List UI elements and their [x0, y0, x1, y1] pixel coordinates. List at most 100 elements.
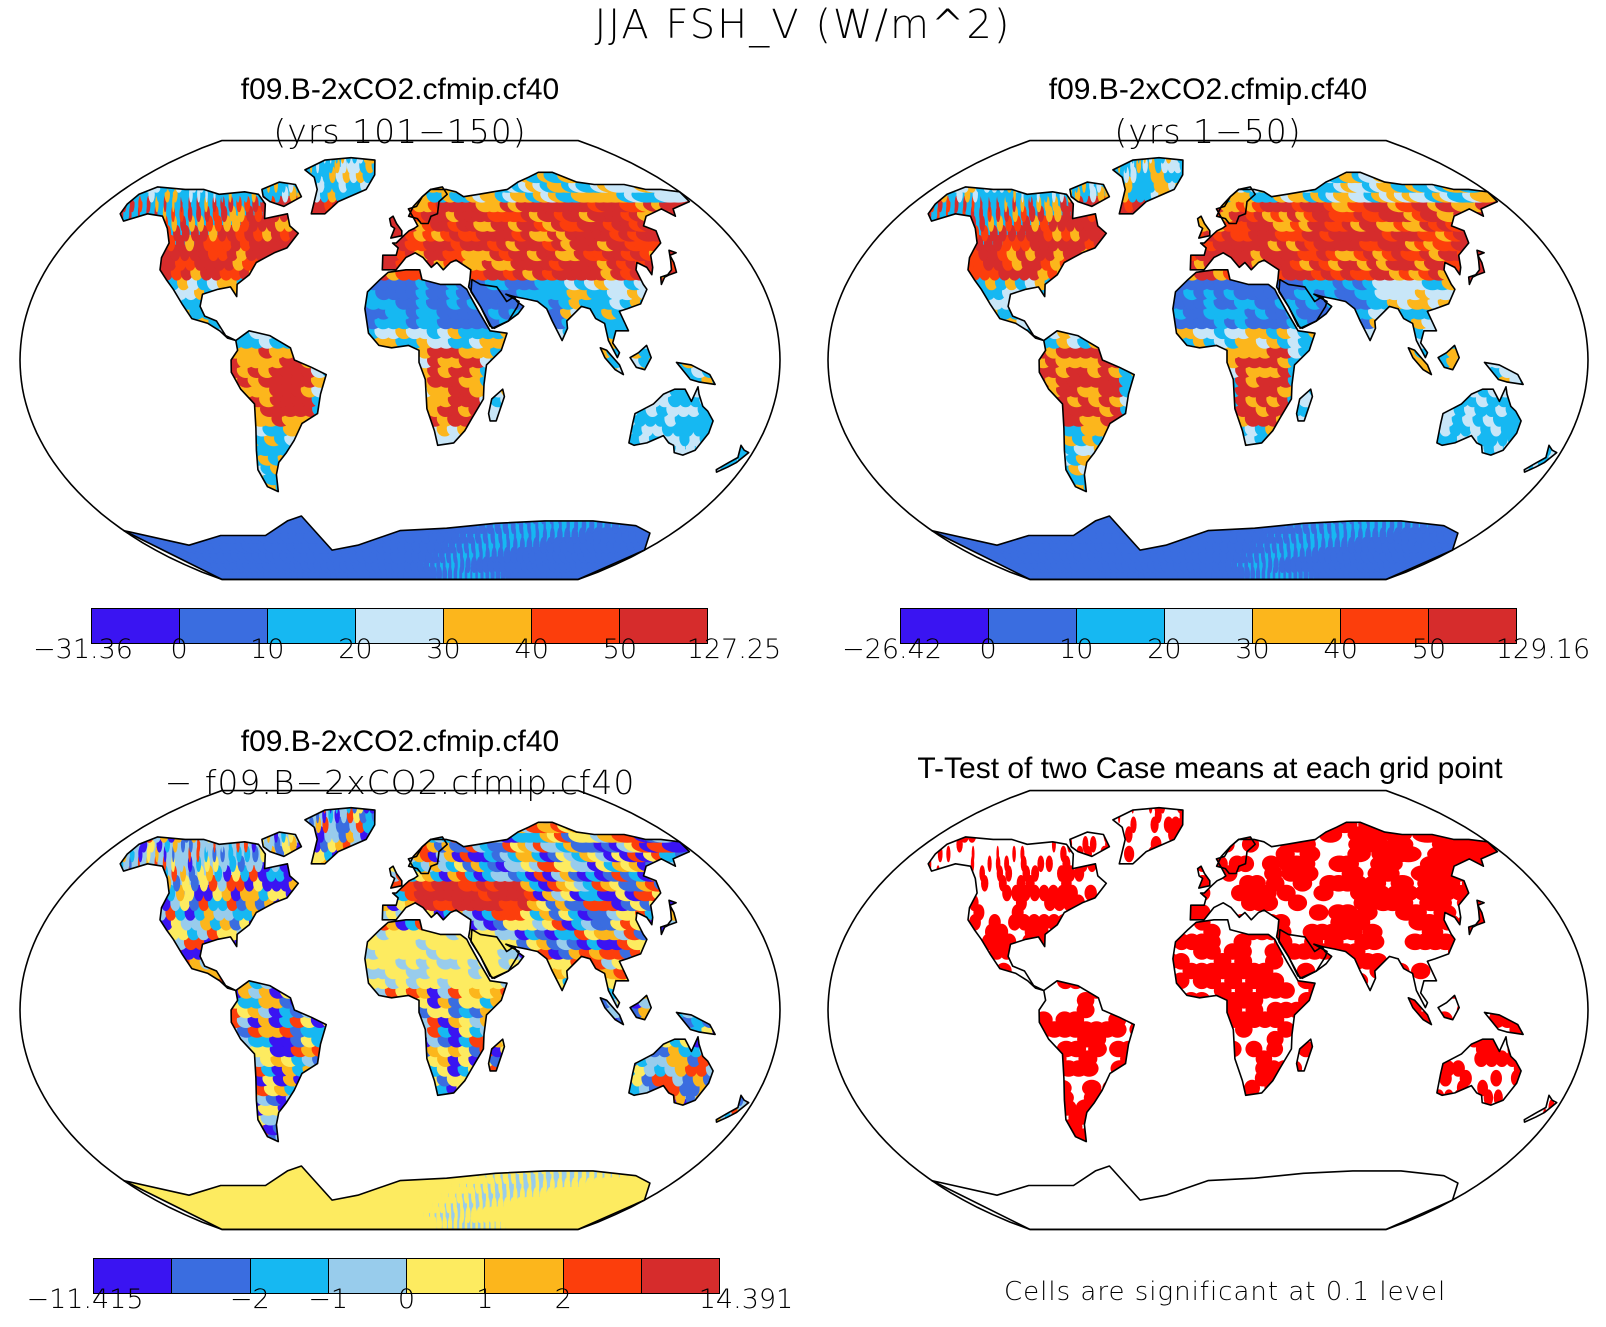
colorbar-swatch — [180, 609, 268, 643]
colorbar-tick-label: −31.36 — [33, 634, 133, 665]
coastline-arabia — [1278, 278, 1333, 330]
coastline-madagascar — [1295, 388, 1314, 422]
colorbar-tick-label: 40 — [514, 634, 549, 665]
colorbar-swatch — [485, 1259, 564, 1293]
colorbar-swatch — [641, 1259, 719, 1293]
panel-3-title: f09.B-2xCO2.cfmip.cf40 — [240, 725, 560, 758]
coastline-africa — [364, 269, 508, 447]
coastline-borneo — [629, 994, 652, 1021]
coastline-africa — [1172, 919, 1316, 1097]
colorbar-swatch — [250, 1259, 329, 1293]
colorbar-tick-label: 30 — [426, 634, 461, 665]
map-border — [19, 789, 781, 1231]
coastline-northAmerica — [927, 186, 1108, 342]
coastline-newzealand — [715, 1094, 750, 1123]
colorbar-swatch — [1253, 609, 1341, 643]
colorbar-tick-label: 2 — [554, 1284, 572, 1315]
coastline-australia — [628, 386, 714, 456]
colorbar-swatch — [563, 1259, 642, 1293]
coastline-baffin — [1069, 181, 1111, 208]
panel-4-title: T-Test of two Case means at each grid po… — [917, 752, 1503, 785]
coastline-arabia — [1278, 928, 1333, 980]
colorbar-tick-label: 20 — [338, 634, 373, 665]
figure-title: JJA FSH_V (W/m^2) — [594, 2, 1012, 48]
colorbar-tick-label: −2 — [229, 1284, 270, 1315]
map-border — [827, 789, 1589, 1231]
map-panel-4 — [827, 789, 1589, 1231]
colorbar-tick-label: −1 — [308, 1284, 349, 1315]
coastline-greenland — [304, 156, 376, 215]
coastline-northAmerica — [119, 836, 300, 992]
coastline-madagascar — [487, 388, 506, 422]
coastline-newzealand — [715, 444, 750, 473]
map-panel-3 — [19, 789, 781, 1231]
coastline-newguinea — [1483, 1011, 1524, 1036]
coastline-northAmerica — [119, 186, 300, 342]
coastline-borneo — [1437, 994, 1460, 1021]
colorbar-tick-label: 1 — [476, 1284, 494, 1315]
colorbar-swatch — [1165, 609, 1253, 643]
coastline-newzealand — [1523, 444, 1558, 473]
colorbar-tick-label: 0 — [979, 634, 997, 665]
colorbar-tick-label: 20 — [1147, 634, 1182, 665]
panel-1-title: f09.B-2xCO2.cfmip.cf40 — [240, 73, 560, 106]
colorbar-swatch — [444, 609, 532, 643]
colorbar-panel-1 — [91, 608, 708, 644]
coastline-arabia — [470, 278, 525, 330]
coastline-greenland — [304, 806, 376, 865]
coastline-southAmerica — [1038, 980, 1135, 1143]
colorbar-tick-label: −26.42 — [842, 634, 942, 665]
colorbar-swatch — [1077, 609, 1165, 643]
coastline-africa — [364, 919, 508, 1097]
coastline-newzealand — [1523, 1094, 1558, 1123]
coastline-greenland — [1112, 156, 1184, 215]
map-border — [827, 139, 1589, 581]
panel-3-subtitle: − f09.B−2xCO2.cfmip.cf40 — [164, 763, 636, 802]
colorbar-swatch — [407, 1259, 486, 1293]
colorbar-tick-label: 10 — [1059, 634, 1094, 665]
panel-1-subtitle: (yrs 101−150) — [273, 112, 527, 151]
colorbar-panel-3 — [93, 1258, 720, 1294]
coastline-baffin — [261, 831, 303, 858]
coastline-scandinavia — [1215, 836, 1256, 875]
coastline-japan — [1467, 899, 1486, 936]
coastline-japan — [1467, 249, 1486, 286]
colorbar-tick-label: 0 — [170, 634, 188, 665]
coastline-newguinea — [675, 361, 716, 386]
coastline-uk — [1196, 865, 1211, 889]
coastline-sumatra — [599, 347, 625, 376]
coastline-northAmerica — [927, 836, 1108, 992]
colorbar-swatch — [268, 609, 356, 643]
colorbar-tick-label: 10 — [250, 634, 285, 665]
significance-note: Cells are significant at 0.1 level — [1004, 1277, 1447, 1307]
coastline-greenland — [1112, 806, 1184, 865]
colorbar-tick-label: 50 — [1411, 634, 1447, 665]
map-border — [19, 139, 781, 581]
map-panel-1 — [19, 139, 781, 581]
coastline-australia — [1436, 386, 1522, 456]
colorbar-swatch — [532, 609, 620, 643]
coastline-newguinea — [1483, 361, 1524, 386]
colorbar-swatch — [1341, 609, 1429, 643]
colorbar-swatch — [94, 1259, 173, 1293]
colorbar-swatch — [172, 1259, 251, 1293]
colorbar-swatch — [356, 609, 444, 643]
colorbar-swatch — [1429, 609, 1516, 643]
coastline-borneo — [1437, 344, 1460, 371]
coastline-baffin — [261, 181, 303, 208]
coastline-australia — [1436, 1036, 1522, 1106]
coastline-madagascar — [487, 1038, 506, 1072]
coastline-japan — [659, 899, 678, 936]
coastline-scandinavia — [407, 836, 448, 875]
coastline-southAmerica — [1038, 330, 1135, 493]
panel-2-title: f09.B-2xCO2.cfmip.cf40 — [1048, 73, 1368, 106]
coastline-scandinavia — [1215, 186, 1256, 225]
coastline-uk — [388, 865, 403, 889]
coastline-baffin — [1069, 831, 1111, 858]
colorbar-tick-label: 129.16 — [1495, 634, 1591, 665]
map-panel-2 — [827, 139, 1589, 581]
colorbar-tick-label: 127.25 — [686, 634, 782, 665]
colorbar-panel-2 — [900, 608, 1517, 644]
coastline-madagascar — [1295, 1038, 1314, 1072]
colorbar-tick-label: −11.415 — [26, 1284, 144, 1315]
